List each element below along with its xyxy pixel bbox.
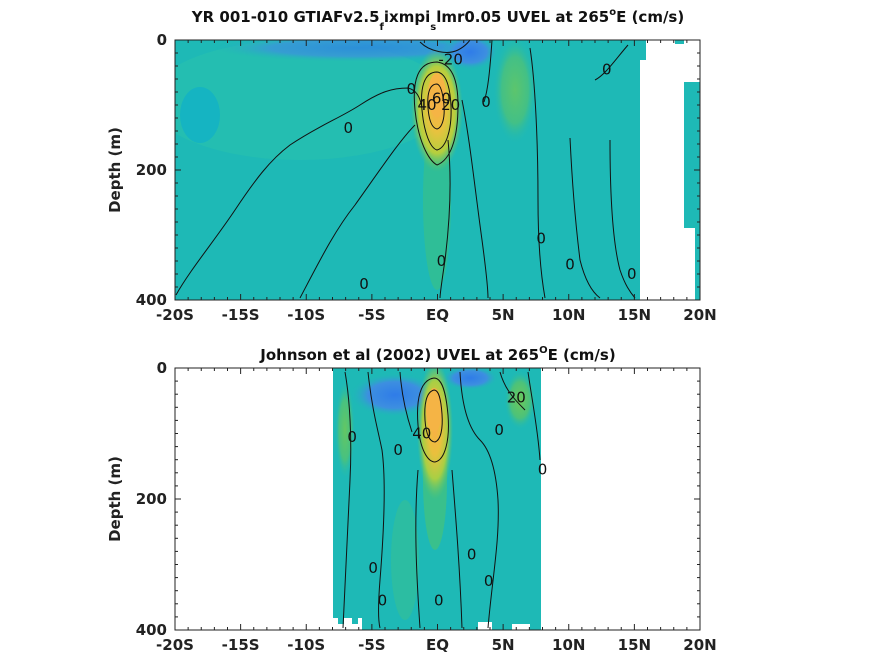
field-green-region xyxy=(504,370,536,430)
y-axis-label: Depth (m) xyxy=(106,127,124,213)
y-tick-label: 200 xyxy=(136,161,167,179)
contour-label: 0 xyxy=(602,60,612,78)
y-axis-label: Depth (m) xyxy=(106,456,124,542)
panel-bottom-field xyxy=(333,368,541,630)
x-tick-label: -15S xyxy=(222,306,260,324)
contour-label: 0 xyxy=(343,119,353,137)
x-tick-label: 15N xyxy=(618,306,651,324)
field-green-region xyxy=(493,40,537,145)
contour-lines xyxy=(175,40,636,299)
x-tick-label: 10N xyxy=(552,636,585,654)
contour-label: 0 xyxy=(627,265,637,283)
x-tick-label: -10S xyxy=(287,636,325,654)
x-tick-label: 20N xyxy=(683,306,716,324)
contour-label: 0 xyxy=(378,592,388,610)
x-tick-label: -10S xyxy=(287,306,325,324)
x-tick-label: -20S xyxy=(156,306,194,324)
contour-label: 20 xyxy=(441,96,460,114)
field-dark-patch xyxy=(180,87,220,143)
panel-bottom: Johnson et al (2002) UVEL at 265OE (cm/s… xyxy=(106,345,717,654)
x-tick-label: 5N xyxy=(492,306,515,324)
x-tick-label: 10N xyxy=(552,306,585,324)
field-negative-region xyxy=(442,40,498,70)
contour-label: -20 xyxy=(438,51,463,69)
panel-top: YR 001-010 GTIAFv2.5fixmpislmr0.05 UVEL … xyxy=(106,7,717,324)
y-tick-label: 0 xyxy=(157,31,167,49)
contour-label: 0 xyxy=(368,559,378,577)
x-tick-label: -20S xyxy=(156,636,194,654)
panel-bottom-title: Johnson et al (2002) UVEL at 265OE (cm/s… xyxy=(259,345,615,364)
contour-label: 40 xyxy=(417,96,436,114)
contour-label: 0 xyxy=(467,546,477,564)
contour-label: 40 xyxy=(412,425,431,443)
y-tick-label: 200 xyxy=(136,490,167,508)
y-tick-label: 0 xyxy=(157,359,167,377)
y-tick-label: 400 xyxy=(136,621,167,639)
x-tick-label: EQ xyxy=(426,306,449,324)
x-tick-label: -5S xyxy=(358,306,385,324)
contour-label: 0 xyxy=(494,421,504,439)
field-negative-region xyxy=(442,368,498,390)
x-tick-label: 5N xyxy=(492,636,515,654)
x-tick-label: -5S xyxy=(358,636,385,654)
contour-label: 20 xyxy=(507,388,526,406)
contour-label: 0 xyxy=(434,592,444,610)
contour-label: 0 xyxy=(437,252,447,270)
contour-label: 0 xyxy=(484,572,494,590)
top-x-axis: -20S -15S -10S -5S EQ 5N 10N 15N 20N xyxy=(156,40,717,324)
contour-label: 60 xyxy=(432,90,451,108)
y-tick-label: 400 xyxy=(136,291,167,309)
contour-label: 0 xyxy=(359,275,369,293)
contour-label: 0 xyxy=(536,229,546,247)
contour-label: 0 xyxy=(538,461,548,479)
panel-top-field xyxy=(175,40,700,300)
field-green-region xyxy=(335,380,355,480)
x-tick-label: 15N xyxy=(618,636,651,654)
mask-missing-data xyxy=(333,618,530,630)
x-tick-label: -15S xyxy=(222,636,260,654)
field-core xyxy=(426,388,442,432)
contour-label: 0 xyxy=(565,255,575,273)
contour-label: 0 xyxy=(481,93,491,111)
field-core xyxy=(428,73,446,117)
x-tick-label: EQ xyxy=(426,636,449,654)
contour-label: 0 xyxy=(393,441,403,459)
x-tick-label: 20N xyxy=(683,636,716,654)
contour-lines xyxy=(342,371,541,629)
contour-label: 0 xyxy=(347,428,357,446)
panel-top-title: YR 001-010 GTIAFv2.5fixmpislmr0.05 UVEL … xyxy=(191,7,684,33)
field-light-band xyxy=(175,40,450,160)
mask-missing-data xyxy=(684,82,700,228)
bottom-x-axis: -20S -15S -10S -5S EQ 5N 10N 15N 20N xyxy=(156,368,717,654)
field-green-region xyxy=(391,500,419,620)
contour-label: 0 xyxy=(406,80,416,98)
